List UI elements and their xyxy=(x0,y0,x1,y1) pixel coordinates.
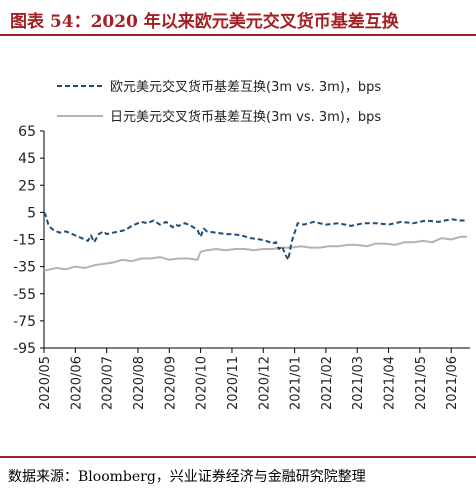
y-tick-label: -75 xyxy=(13,314,36,330)
x-tick-label: 2020/05 xyxy=(38,356,53,410)
legend-label-eur: 欧元美元交叉货币基差互换(3m vs. 3m)，bps xyxy=(110,79,381,95)
legend: 欧元美元交叉货币基差互换(3m vs. 3m)，bps 日元美元交叉货币基差互换… xyxy=(57,79,381,125)
y-tick-label: 45 xyxy=(18,151,36,167)
x-tick-label: 2021/05 xyxy=(414,356,429,410)
y-tick-label: -35 xyxy=(13,260,36,276)
y-tick-label: 5 xyxy=(27,205,36,221)
source-note: 数据来源：Bloomberg，兴业证券经济与金融研究院整理 xyxy=(8,469,366,485)
y-tick-label: 25 xyxy=(18,178,36,194)
y-tick-label: -55 xyxy=(13,287,36,303)
x-tick-label: 2020/08 xyxy=(132,356,147,410)
x-tick-label: 2020/11 xyxy=(226,356,241,410)
x-tick-label: 2021/01 xyxy=(289,356,304,410)
y-tick-label: -15 xyxy=(13,233,36,249)
x-tick-label: 2021/04 xyxy=(383,356,398,410)
x-tick-label: 2021/06 xyxy=(445,356,460,410)
series-layer xyxy=(43,211,467,272)
chart-title: 图表 54：2020 年以来欧元美元交叉货币基差互换 xyxy=(10,12,399,32)
x-tick-label: 2021/03 xyxy=(351,356,366,410)
x-tick-label: 2020/12 xyxy=(257,356,272,410)
x-tick-label: 2020/10 xyxy=(195,356,210,410)
y-tick-label: 65 xyxy=(18,124,36,140)
y-tick-label: -95 xyxy=(13,341,36,357)
x-tick-label: 2020/07 xyxy=(101,356,116,410)
x-tick-label: 2021/02 xyxy=(320,356,335,410)
series-line-eur xyxy=(43,211,467,261)
series-line-jpy xyxy=(43,235,467,272)
chart-plot: 欧元美元交叉货币基差互换(3m vs. 3m)，bps 日元美元交叉货币基差互换… xyxy=(13,79,470,410)
x-tick-label: 2020/06 xyxy=(69,356,84,410)
source-bar: 数据来源：Bloomberg，兴业证券经济与金融研究院整理 xyxy=(0,456,476,490)
x-tick-label: 2020/09 xyxy=(163,356,178,410)
legend-label-jpy: 日元美元交叉货币基差互换(3m vs. 3m)，bps xyxy=(110,109,381,125)
title-bar: 图表 54：2020 年以来欧元美元交叉货币基差互换 xyxy=(0,0,476,36)
